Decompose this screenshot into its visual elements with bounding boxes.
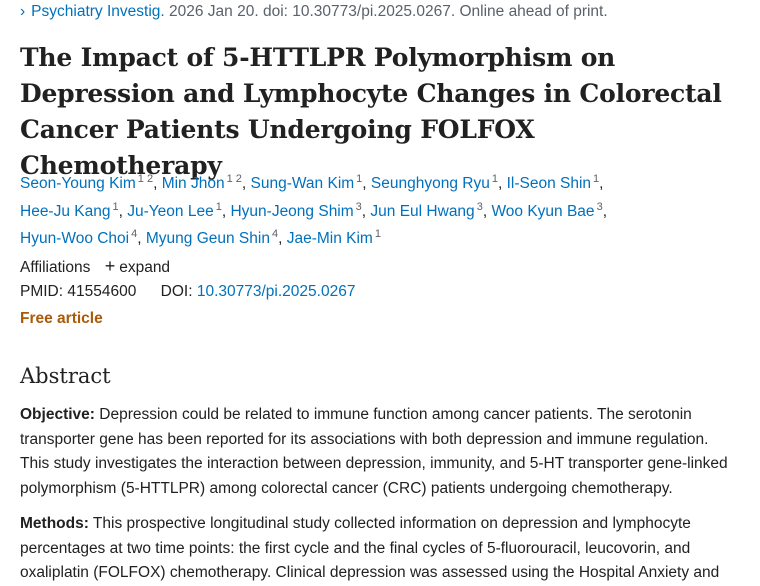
author-link[interactable]: Min Jhon (161, 175, 225, 192)
affiliation-ref[interactable]: 1 (491, 173, 498, 185)
affiliation-ref[interactable]: 1 (215, 200, 222, 213)
author-item: Sung-Wan Kim 1 (250, 173, 363, 192)
author-item: Jun Eul Hwang 3 (370, 200, 483, 220)
author-item: Seunghyong Ryu 1 (370, 173, 498, 192)
plus-icon: + (104, 256, 116, 276)
citation-line: › Psychiatry Investig. 2026 Jan 20. doi: … (20, 3, 608, 21)
affiliation-ref[interactable]: 1 (356, 173, 363, 185)
doi-link[interactable]: 10.30773/pi.2025.0267 (196, 283, 356, 300)
pmid-label: PMID: (20, 283, 64, 300)
expand-label: expand (119, 259, 171, 276)
journal-link[interactable]: Psychiatry Investig. (31, 3, 165, 20)
expand-affiliations-button[interactable]: + expand (104, 256, 171, 276)
affiliation-ref[interactable]: 1 (593, 173, 600, 185)
author-item: Ju-Yeon Lee 1 (127, 200, 222, 220)
author-link[interactable]: Jun Eul Hwang (370, 202, 475, 220)
author-link[interactable]: Ju-Yeon Lee (127, 202, 214, 220)
authors-list: Seon-Young Kim 1 2, Min Jhon 1 2, Sung-Wan… (20, 173, 607, 247)
author-item: Jae-Min Kim 1 (286, 228, 381, 247)
author-link[interactable]: Seunghyong Ryu (370, 175, 490, 192)
affiliation-ref[interactable]: 4 (131, 228, 138, 240)
chevron-right-icon[interactable]: › (20, 3, 26, 20)
affiliation-ref[interactable]: 1 (374, 228, 381, 240)
affiliation-ref[interactable]: 1 2 (226, 173, 242, 185)
objective-text: Depression could be related to immune fu… (20, 406, 728, 497)
author-item: Myung Geun Shin 4 (145, 228, 279, 247)
abstract-methods: Methods: This prospective longitudinal s… (20, 512, 740, 586)
author-item: Hee-Ju Kang 1 (20, 200, 119, 220)
affiliation-ref[interactable]: 4 (271, 228, 279, 240)
author-link[interactable]: Seon-Young Kim (20, 175, 136, 192)
affiliation-ref[interactable]: 1 (112, 200, 119, 213)
author-item: Woo Kyun Bae 3 (491, 200, 603, 220)
doi-label: DOI: (160, 283, 193, 300)
author-link[interactable]: Hyun-Jeong Shim (230, 202, 354, 220)
author-item: Hyun-Woo Choi 4 (20, 228, 138, 247)
abstract-objective: Objective: Depression could be related t… (20, 403, 740, 501)
author-item: Min Jhon 1 2 (161, 173, 242, 192)
author-item: Il-Seon Shin 1 (506, 173, 600, 192)
affiliations-row: Affiliations + expand (20, 256, 170, 277)
author-link[interactable]: Hee-Ju Kang (20, 202, 111, 220)
citation-details: 2026 Jan 20. doi: 10.30773/pi.2025.0267.… (164, 3, 608, 20)
author-link[interactable]: Il-Seon Shin (506, 175, 592, 192)
affiliation-ref[interactable]: 3 (355, 200, 362, 213)
affiliation-ref[interactable]: 3 (596, 200, 603, 213)
author-link[interactable]: Sung-Wan Kim (250, 175, 355, 192)
methods-text: This prospective longitudinal study coll… (20, 515, 720, 581)
author-link[interactable]: Woo Kyun Bae (491, 202, 595, 220)
affiliation-ref[interactable]: 3 (476, 200, 483, 213)
objective-label: Objective: (20, 406, 95, 423)
identifiers-row: PMID: 41554600 DOI: 10.30773/pi.2025.026… (20, 283, 355, 301)
author-item: Seon-Young Kim 1 2 (20, 173, 154, 192)
free-article-badge[interactable]: Free article (20, 310, 103, 327)
article-page: › Psychiatry Investig. 2026 Jan 20. doi: … (20, 3, 740, 581)
affiliations-label: Affiliations (20, 259, 91, 276)
article-title: The Impact of 5-HTTLPR Polymorphism on D… (20, 43, 722, 180)
author-link[interactable]: Myung Geun Shin (145, 230, 270, 247)
author-item: Hyun-Jeong Shim 3 (230, 200, 362, 220)
pmid-value: 41554600 (67, 283, 137, 300)
methods-label: Methods: (20, 515, 89, 532)
author-link[interactable]: Jae-Min Kim (286, 230, 373, 247)
abstract-heading: Abstract (20, 364, 111, 388)
author-link[interactable]: Hyun-Woo Choi (20, 230, 130, 247)
affiliation-ref[interactable]: 1 2 (137, 173, 154, 185)
